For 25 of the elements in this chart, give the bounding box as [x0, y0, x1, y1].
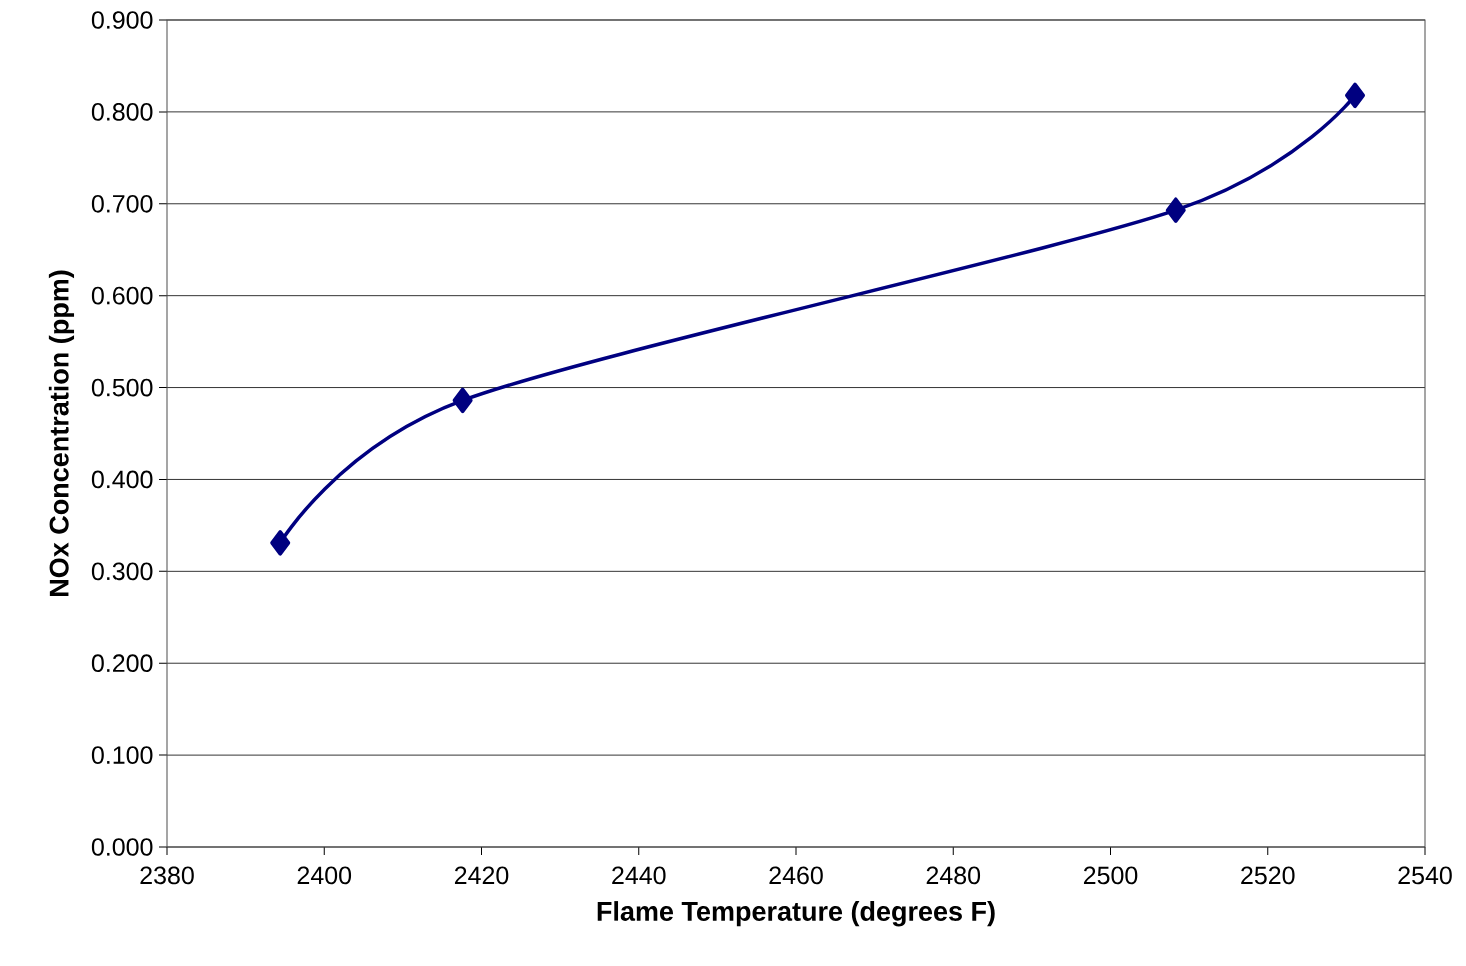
x-tick-label: 2460	[769, 866, 823, 885]
x-tick-label: 2440	[612, 866, 666, 885]
x-tick-label: 2540	[1398, 866, 1452, 885]
x-tick-label: 2520	[1241, 866, 1295, 885]
x-tick-label: 2500	[1083, 866, 1138, 885]
y-tick-label: 0.500	[91, 378, 153, 397]
y-tick-label: 0.600	[91, 286, 153, 305]
y-tick-label: 0.200	[91, 654, 153, 673]
y-tick-label: 0.900	[91, 11, 153, 29]
point	[452, 387, 473, 414]
x-tick-label: 2400	[297, 866, 352, 885]
x-tick-label: 2480	[926, 866, 981, 885]
x-axis-title: Flame Temperature (degrees F)	[597, 901, 995, 927]
y-axis-title: NOx Concentration (ppm)	[48, 270, 75, 596]
y-tick-label: 0.700	[91, 194, 153, 213]
point	[270, 530, 291, 556]
x-tick-label: 2420	[454, 866, 509, 885]
x-tick-label: 2380	[140, 866, 194, 885]
y-tick-label: 0.400	[91, 470, 153, 489]
point	[1345, 82, 1366, 109]
y-tick-label: 0.800	[91, 103, 153, 121]
y-tick-label: 0.000	[91, 838, 153, 856]
y-tick-label: 0.300	[91, 562, 153, 581]
point	[1165, 197, 1186, 223]
y-tick-label: 0.100	[91, 746, 153, 764]
